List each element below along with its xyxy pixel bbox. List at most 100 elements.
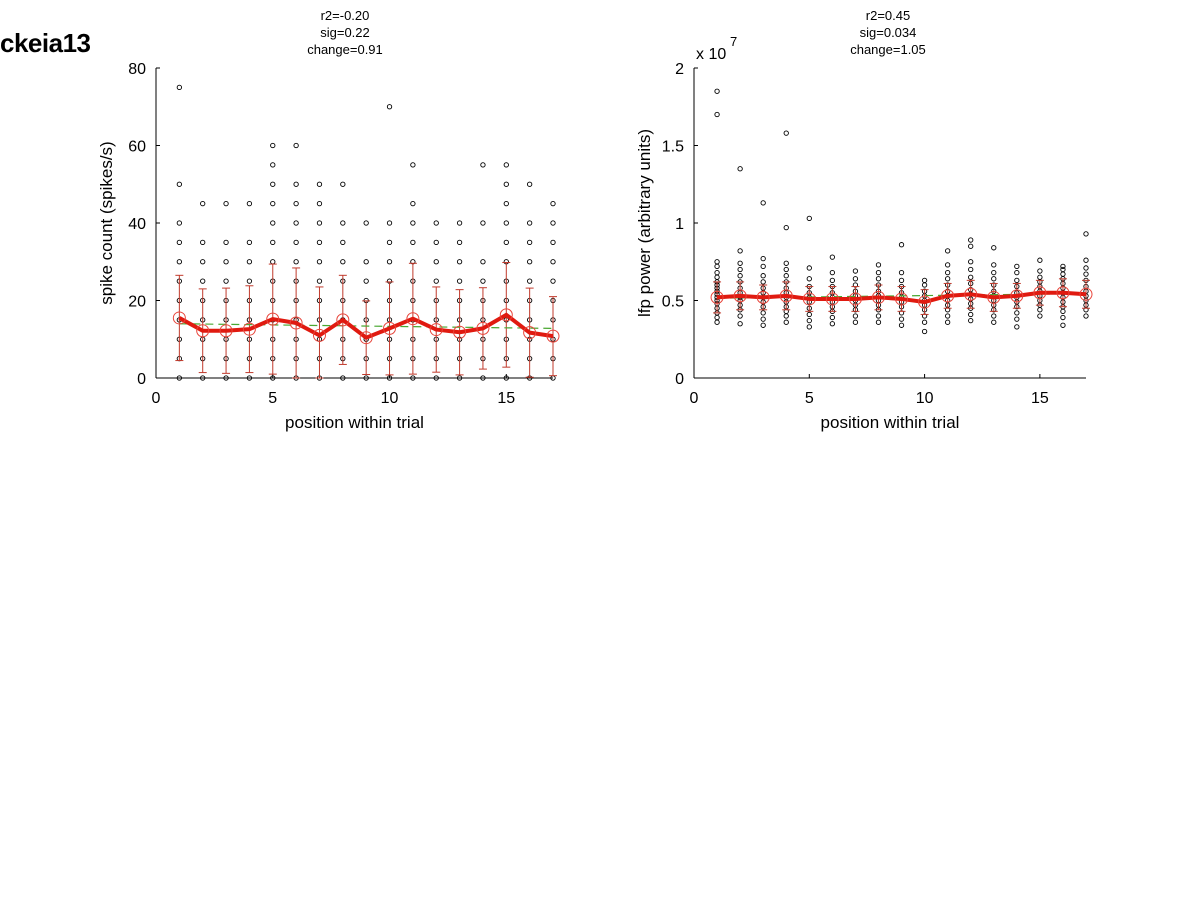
mean-marker	[825, 292, 839, 306]
raw-data-point	[783, 130, 789, 136]
mean-marker	[406, 312, 420, 326]
raw-data-point	[456, 220, 463, 226]
x-axis-label: position within trial	[285, 413, 424, 432]
raw-data-point	[944, 248, 951, 254]
mean-marker	[289, 316, 303, 330]
raw-data-point	[176, 375, 183, 381]
raw-data-point	[714, 111, 720, 118]
raw-data-point	[456, 239, 463, 246]
raw-data-point	[293, 181, 299, 187]
raw-data-point	[433, 375, 439, 381]
raw-data-point	[293, 142, 299, 149]
raw-data-point	[316, 259, 323, 265]
x-tick-label: 5	[268, 390, 277, 407]
raw-data-point	[806, 215, 812, 222]
raw-data-point	[480, 278, 486, 284]
raw-data-point	[1060, 271, 1066, 277]
raw-data-point	[410, 239, 416, 246]
raw-data-point	[526, 259, 533, 265]
raw-data-point	[737, 321, 743, 327]
raw-data-point	[829, 277, 836, 283]
raw-data-point	[316, 278, 323, 284]
raw-data-point	[921, 319, 928, 325]
raw-data-point	[714, 274, 720, 280]
raw-data-point	[340, 239, 346, 246]
mean-marker	[1010, 289, 1024, 303]
raw-data-point	[433, 220, 439, 226]
mean-marker	[1033, 286, 1047, 300]
x-axis-label: position within trial	[821, 413, 960, 432]
raw-data-point	[200, 375, 206, 381]
raw-data-point	[340, 181, 346, 187]
raw-data-point	[1060, 322, 1066, 328]
raw-data-point	[714, 88, 720, 94]
raw-data-point	[1083, 313, 1089, 319]
raw-data-point	[1037, 307, 1043, 313]
raw-data-point	[270, 142, 276, 149]
raw-data-point	[829, 269, 836, 276]
raw-data-point	[550, 200, 556, 207]
x-tick-label: 15	[1031, 390, 1049, 407]
mean-marker	[499, 308, 513, 322]
raw-data-point	[760, 316, 766, 322]
raw-data-point	[223, 239, 229, 246]
raw-data-point	[806, 311, 812, 318]
raw-data-point	[714, 263, 720, 270]
x-tick-label: 15	[497, 390, 515, 407]
raw-data-point	[223, 259, 229, 265]
mean-marker	[196, 324, 210, 338]
raw-data-point	[944, 319, 951, 325]
y-axis-label: lfp power (arbitrary units)	[635, 129, 654, 317]
raw-data-point	[363, 220, 369, 226]
y-tick-label: 20	[128, 294, 146, 311]
raw-data-point	[176, 239, 183, 246]
raw-data-point	[386, 259, 393, 265]
raw-data-point	[714, 314, 720, 321]
mean-marker	[918, 295, 932, 309]
raw-data-point	[526, 181, 533, 187]
raw-data-point	[410, 200, 416, 207]
raw-data-point	[340, 220, 346, 226]
raw-data-point	[921, 277, 928, 283]
raw-data-point	[456, 278, 463, 284]
x-tick-label: 0	[690, 390, 699, 407]
y-tick-label: 60	[128, 139, 146, 156]
raw-data-point	[991, 313, 997, 319]
raw-data-point	[386, 375, 393, 381]
raw-data-point	[526, 239, 533, 246]
raw-data-point	[386, 220, 393, 226]
raw-data-point	[200, 278, 206, 284]
raw-data-point	[363, 259, 369, 265]
raw-data-point	[991, 276, 997, 282]
raw-data-point	[737, 273, 743, 279]
stat-line: r2=-0.20	[321, 8, 370, 23]
raw-data-point	[503, 220, 509, 226]
raw-data-point	[270, 181, 276, 187]
raw-data-point	[433, 278, 439, 284]
raw-data-point	[1037, 268, 1043, 274]
raw-data-point	[386, 104, 393, 110]
raw-data-point	[200, 239, 206, 246]
raw-data-point	[410, 220, 416, 226]
mean-marker	[476, 321, 490, 335]
raw-data-point	[783, 313, 789, 319]
raw-data-point	[898, 242, 905, 248]
raw-data-point	[968, 317, 974, 324]
raw-data-point	[246, 259, 253, 265]
raw-data-point	[968, 274, 974, 280]
raw-data-point	[760, 255, 766, 262]
raw-data-point	[921, 328, 928, 335]
raw-data-point	[852, 313, 859, 319]
raw-data-point	[480, 162, 486, 168]
mean-marker	[1056, 286, 1070, 300]
raw-data-point	[991, 269, 997, 276]
raw-data-point	[293, 220, 299, 226]
raw-data-point	[246, 239, 253, 246]
x-tick-label: 0	[152, 390, 161, 407]
raw-data-point	[1014, 310, 1020, 316]
raw-data-point	[410, 162, 416, 168]
mean-marker	[756, 290, 770, 304]
raw-data-point	[293, 200, 299, 207]
mean-marker	[871, 290, 885, 304]
raw-data-point	[503, 200, 509, 207]
